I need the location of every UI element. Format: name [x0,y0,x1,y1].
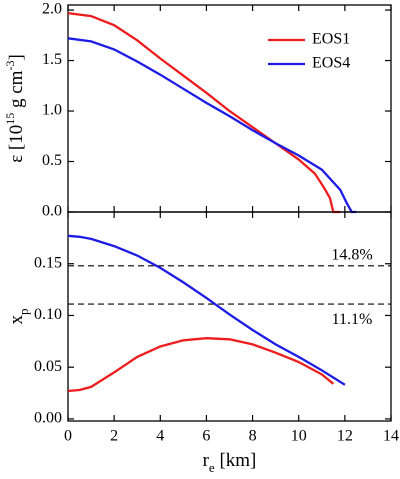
x-tick-label: 2 [110,428,118,445]
axis-label: xp [6,309,31,325]
x-axis-label: [km] [215,450,257,471]
reference-label: 14.8% [331,246,372,263]
y-axis-label: p [16,309,31,316]
x-tick-label: 6 [202,428,210,445]
x-axis-label: e [209,460,215,475]
y-tick-label: 0.05 [34,358,62,375]
legend-label: EOS1 [312,31,350,48]
series-line [67,37,357,214]
y-axis-label: g cm [6,70,27,112]
y-tick-label: 0.10 [34,306,62,323]
y-tick-label: 0.00 [34,410,62,427]
reference-label: 11.1% [332,311,373,328]
y-axis-label: ] [6,54,27,60]
legend-label: EOS4 [312,55,350,72]
series-line [67,337,335,393]
y-tick-label: 0.5 [42,152,62,169]
axis-label: re [km] [203,450,257,475]
y-tick-label: 2.0 [42,1,62,18]
y-tick-label: 0.15 [34,254,62,271]
x-tick-label: 0 [64,428,72,445]
y-tick-label: 1.5 [42,51,62,68]
y-axis-label: ε [10 [6,125,27,163]
y-tick-label: 0.0 [42,203,62,220]
y-axis-label: -3 [3,61,17,71]
x-tick-label: 14 [383,428,399,445]
axis-label: ε [1015 g cm-3] [3,54,28,163]
x-tick-label: 12 [337,428,353,445]
plot-frame [67,211,392,422]
x-axis-label: r [203,450,210,471]
series-line [67,234,346,386]
x-tick-label: 8 [249,428,257,445]
x-tick-label: 4 [156,428,164,445]
y-tick-label: 1.0 [42,102,62,119]
series-line [67,11,341,214]
x-tick-label: 10 [291,428,307,445]
y-axis-label: x [6,315,27,325]
y-axis-label: 15 [3,113,17,125]
